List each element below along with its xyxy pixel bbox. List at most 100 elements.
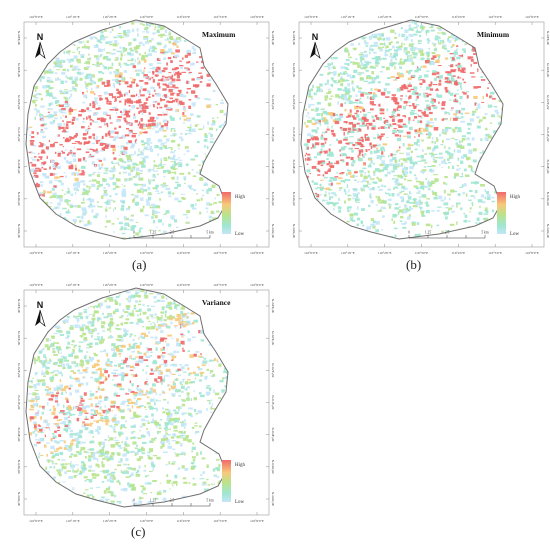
top-tick-label: 116°5'0"E xyxy=(488,15,502,19)
right-tick-label: 36°43'0"N xyxy=(271,62,275,77)
left-tick-label: 36°42'0"N xyxy=(17,363,21,378)
left-tick-label: 36°40'0"N xyxy=(292,159,296,174)
top-tick-label: 116°2'0"E xyxy=(103,15,117,19)
bottom-tick-label: 116°0'0"E xyxy=(304,251,318,254)
left-tick-label: 36°39'0"N xyxy=(17,191,21,206)
bottom-tick-label: 116°3'0"E xyxy=(140,251,154,254)
left-tick-label: 36°43'0"N xyxy=(17,330,21,345)
caption-b: (b) xyxy=(406,257,422,272)
left-tick-label: 36°40'0"N xyxy=(17,427,21,442)
scale-label: 2.5 xyxy=(445,231,450,235)
left-tick-label: 36°43'0"N xyxy=(292,62,296,77)
top-tick-label: 116°2'0"E xyxy=(378,15,392,19)
legend-color-ramp xyxy=(222,460,231,502)
right-tick-label: 36°38'0"N xyxy=(546,223,550,238)
legend-high-label: High xyxy=(235,463,246,468)
right-tick-label: 36°40'0"N xyxy=(271,159,275,174)
map-panel-maximum: 116°0'0"E 116°0'0"E 116°1'0"E 116°1'0"E 116°… xyxy=(4,4,279,254)
bottom-tick-label: 116°1'0"E xyxy=(341,251,355,254)
scale-label: 5 km xyxy=(206,499,213,503)
legend-color-ramp xyxy=(222,192,231,234)
bottom-tick-label: 116°4'0"E xyxy=(176,519,190,522)
top-tick-label: 116°6'0"E xyxy=(250,15,264,19)
right-tick-label: 36°44'0"N xyxy=(546,30,550,45)
bottom-tick-label: 116°1'0"E xyxy=(66,519,80,522)
top-tick-label: 116°3'0"E xyxy=(140,283,154,287)
scale-label: 2.5 xyxy=(170,499,175,503)
left-tick-label: 36°44'0"N xyxy=(17,298,21,313)
scale-label: 2.5 xyxy=(170,231,175,235)
scale-label: 0 xyxy=(133,231,135,235)
map-panel-minimum: 116°0'0"E 116°0'0"E 116°1'0"E 116°1'0"E 116°… xyxy=(279,4,550,254)
legend-color-ramp xyxy=(497,192,506,234)
top-tick-label: 116°5'0"E xyxy=(213,15,227,19)
right-tick-label: 36°43'0"N xyxy=(546,62,550,77)
right-tick-label: 36°43'0"N xyxy=(271,330,275,345)
left-tick-label: 36°44'0"N xyxy=(292,30,296,45)
right-tick-label: 36°38'0"N xyxy=(271,223,275,238)
bottom-tick-label: 116°1'0"E xyxy=(66,251,80,254)
bottom-tick-label: 116°2'0"E xyxy=(103,519,117,522)
scale-label: 0 xyxy=(133,499,135,503)
right-tick-label: 36°39'0"N xyxy=(271,459,275,474)
bottom-tick-label: 116°3'0"E xyxy=(140,519,154,522)
caption-c: (c) xyxy=(131,524,146,539)
top-tick-label: 116°0'0"E xyxy=(29,15,43,19)
bottom-tick-label: 116°5'0"E xyxy=(213,519,227,522)
top-tick-label: 116°3'0"E xyxy=(415,15,429,19)
scale-label: 1.25 xyxy=(150,499,156,503)
right-tick-label: 36°38'0"N xyxy=(271,491,275,506)
caption-a: (a) xyxy=(132,257,147,272)
north-arrow-icon: N xyxy=(35,32,46,59)
left-tick-label: 36°41'0"N xyxy=(292,127,296,142)
panel-title: Maximum xyxy=(202,30,236,39)
left-tick-label: 36°42'0"N xyxy=(17,95,21,110)
scale-label: 5 km xyxy=(206,231,213,235)
top-tick-label: 116°6'0"E xyxy=(525,15,539,19)
scale-label: 1.25 xyxy=(425,231,431,235)
top-tick-label: 116°1'0"E xyxy=(66,15,80,19)
left-tick-label: 36°38'0"N xyxy=(17,491,21,506)
land-cover-pixels xyxy=(28,289,228,506)
right-tick-label: 36°40'0"N xyxy=(546,159,550,174)
right-tick-label: 36°42'0"N xyxy=(271,95,275,110)
bottom-tick-label: 116°6'0"E xyxy=(250,251,264,254)
left-tick-label: 36°43'0"N xyxy=(17,62,21,77)
left-tick-label: 36°44'0"N xyxy=(17,30,21,45)
top-tick-label: 116°0'0"E xyxy=(29,283,43,287)
legend-low-label: Low xyxy=(235,500,245,505)
legend-low-label: Low xyxy=(235,232,245,237)
right-tick-label: 36°42'0"N xyxy=(546,95,550,110)
scale-bar: 0 1.25 2.5 5 km xyxy=(133,231,214,239)
left-tick-label: 36°38'0"N xyxy=(17,223,21,238)
top-tick-label: 116°4'0"E xyxy=(176,283,190,287)
north-label: N xyxy=(37,32,44,42)
north-label: N xyxy=(37,300,44,310)
top-tick-label: 116°0'0"E xyxy=(304,15,318,19)
bottom-tick-label: 116°0'0"E xyxy=(29,519,43,522)
left-tick-label: 36°39'0"N xyxy=(292,191,296,206)
right-tick-label: 36°44'0"N xyxy=(271,30,275,45)
right-tick-label: 36°41'0"N xyxy=(271,395,275,410)
right-tick-label: 36°44'0"N xyxy=(271,298,275,313)
right-tick-label: 36°40'0"N xyxy=(271,427,275,442)
scale-label: 1.25 xyxy=(150,231,156,235)
top-tick-label: 116°2'0"E xyxy=(103,283,117,287)
top-tick-label: 116°4'0"E xyxy=(451,15,465,19)
bottom-tick-label: 116°2'0"E xyxy=(378,251,392,254)
bottom-tick-label: 116°4'0"E xyxy=(176,251,190,254)
legend-low-label: Low xyxy=(510,232,520,237)
right-tick-label: 36°39'0"N xyxy=(546,191,550,206)
land-cover-pixels xyxy=(27,21,228,239)
north-label: N xyxy=(312,32,319,42)
panel-title: Minimum xyxy=(477,30,510,39)
left-tick-label: 36°40'0"N xyxy=(17,159,21,174)
north-arrow-icon: N xyxy=(310,32,321,59)
land-cover-pixels xyxy=(303,20,503,238)
bottom-tick-label: 116°0'0"E xyxy=(29,251,43,254)
bottom-tick-label: 116°4'0"E xyxy=(451,251,465,254)
right-tick-label: 36°41'0"N xyxy=(271,127,275,142)
scale-label: 0 xyxy=(408,231,410,235)
right-tick-label: 36°41'0"N xyxy=(546,127,550,142)
right-tick-label: 36°39'0"N xyxy=(271,191,275,206)
